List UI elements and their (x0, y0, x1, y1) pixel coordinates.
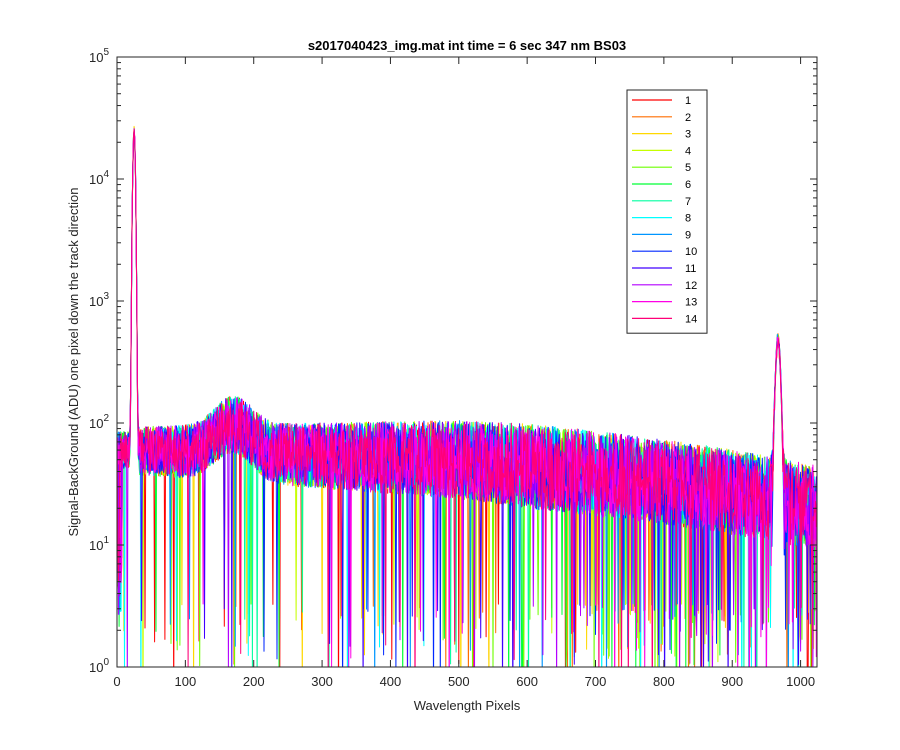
x-tick-label: 600 (516, 674, 538, 689)
legend-label-6: 6 (685, 179, 691, 191)
x-axis-label: Wavelength Pixels (414, 698, 521, 713)
axes-box (116, 56, 818, 668)
y-axis-label: Signal-BackGround (ADU) one pixel down t… (66, 187, 81, 536)
x-tick-label: 300 (311, 674, 333, 689)
legend-box (626, 89, 708, 334)
y-tick-label: 103 (89, 291, 109, 309)
x-tick-label: 500 (448, 674, 470, 689)
y-tick-label: 102 (89, 413, 109, 431)
legend-label-9: 9 (685, 229, 691, 241)
series-layer (117, 125, 817, 667)
legend-label-1: 1 (685, 95, 691, 107)
x-tick-label: 100 (175, 674, 197, 689)
y-tick-label: 101 (89, 535, 109, 553)
x-tick-label: 900 (721, 674, 743, 689)
legend-label-3: 3 (685, 129, 691, 141)
legend-label-14: 14 (685, 313, 697, 325)
legend-label-4: 4 (685, 145, 691, 157)
series-line-14 (117, 129, 817, 667)
legend-label-5: 5 (685, 162, 691, 174)
legend-label-7: 7 (685, 196, 691, 208)
legend-label-13: 13 (685, 297, 697, 309)
ticks-layer: 0 100 200 300 400 500 600 700 800 900 100010010110… (89, 47, 817, 689)
legend-label-8: 8 (685, 213, 691, 225)
y-tick-label: 100 (89, 657, 109, 675)
x-tick-label: 1000 (786, 674, 815, 689)
legend-label-12: 12 (685, 280, 697, 292)
y-tick-label: 105 (89, 47, 109, 65)
x-tick-label: 0 (113, 674, 120, 689)
legend-label-11: 11 (685, 263, 696, 275)
chart-title: s2017040423_img.mat int time = 6 sec 347… (308, 38, 626, 53)
x-tick-label: 800 (653, 674, 675, 689)
legend-label-2: 2 (685, 112, 691, 124)
y-tick-label: 104 (89, 169, 109, 187)
legend-label-10: 10 (685, 246, 697, 258)
x-tick-label: 700 (585, 674, 607, 689)
x-tick-label: 200 (243, 674, 265, 689)
x-tick-label: 400 (380, 674, 402, 689)
